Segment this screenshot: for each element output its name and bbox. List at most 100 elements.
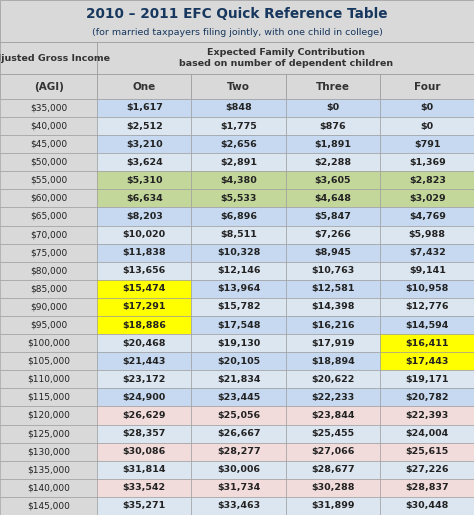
Bar (286, 388, 380, 406)
Text: $2,891: $2,891 (220, 158, 257, 167)
Bar (191, 280, 286, 298)
Bar (286, 280, 380, 298)
Bar (97, 479, 191, 497)
Text: $30,006: $30,006 (217, 465, 260, 474)
Bar (286, 262, 380, 280)
Text: $55,000: $55,000 (30, 176, 67, 185)
Text: $17,291: $17,291 (123, 302, 166, 312)
Bar (0, 74, 97, 99)
Text: $18,886: $18,886 (122, 320, 166, 330)
Text: $27,226: $27,226 (406, 465, 449, 474)
Bar (380, 352, 474, 370)
Text: $25,455: $25,455 (311, 429, 355, 438)
Text: $7,266: $7,266 (315, 230, 351, 239)
Bar (0, 42, 97, 74)
Text: 2010 – 2011 EFC Quick Reference Table: 2010 – 2011 EFC Quick Reference Table (86, 7, 388, 21)
Bar (97, 244, 191, 262)
Text: $28,357: $28,357 (123, 429, 166, 438)
Bar (380, 370, 474, 388)
Text: $12,776: $12,776 (406, 302, 449, 312)
Bar (380, 208, 474, 226)
Text: $10,763: $10,763 (311, 266, 355, 275)
Text: $8,945: $8,945 (315, 248, 351, 257)
Bar (286, 442, 380, 461)
Text: Adjusted Gross Income: Adjusted Gross Income (0, 54, 110, 63)
Bar (286, 424, 380, 442)
Bar (380, 280, 474, 298)
Text: $19,130: $19,130 (217, 339, 260, 348)
Text: $2,288: $2,288 (314, 158, 352, 167)
Bar (0, 280, 97, 298)
Bar (380, 117, 474, 135)
Bar (191, 388, 286, 406)
Bar (0, 479, 97, 497)
Text: $16,411: $16,411 (406, 339, 449, 348)
Bar (380, 461, 474, 479)
Text: $4,769: $4,769 (409, 212, 446, 221)
Text: $8,511: $8,511 (220, 230, 257, 239)
Text: $14,398: $14,398 (311, 302, 355, 312)
Text: $70,000: $70,000 (30, 230, 67, 239)
Bar (286, 153, 380, 171)
Text: $5,847: $5,847 (315, 212, 351, 221)
Bar (380, 479, 474, 497)
Bar (97, 316, 191, 334)
Bar (380, 190, 474, 208)
Text: One: One (133, 81, 156, 92)
Bar (191, 117, 286, 135)
Bar (286, 316, 380, 334)
Text: $7,432: $7,432 (409, 248, 446, 257)
Text: $110,000: $110,000 (27, 375, 70, 384)
Text: $20,468: $20,468 (123, 339, 166, 348)
Text: $12,146: $12,146 (217, 266, 260, 275)
Text: Three: Three (316, 81, 350, 92)
Bar (97, 334, 191, 352)
Bar (286, 117, 380, 135)
Text: $23,172: $23,172 (123, 375, 166, 384)
Text: $2,512: $2,512 (126, 122, 163, 130)
Bar (380, 135, 474, 153)
Text: $125,000: $125,000 (27, 429, 70, 438)
Bar (380, 334, 474, 352)
Text: $90,000: $90,000 (30, 302, 67, 312)
Bar (0, 298, 97, 316)
Bar (0, 388, 97, 406)
Bar (191, 153, 286, 171)
Text: $30,086: $30,086 (123, 447, 166, 456)
Bar (97, 424, 191, 442)
Bar (0, 171, 97, 190)
Text: $15,474: $15,474 (123, 284, 166, 294)
Text: $60,000: $60,000 (30, 194, 67, 203)
Text: $26,629: $26,629 (123, 411, 166, 420)
Bar (97, 153, 191, 171)
Text: $15,782: $15,782 (217, 302, 260, 312)
Text: $22,393: $22,393 (406, 411, 449, 420)
Bar (191, 99, 286, 117)
Text: $95,000: $95,000 (30, 320, 67, 330)
Bar (97, 74, 191, 99)
Text: $65,000: $65,000 (30, 212, 67, 221)
Text: $10,328: $10,328 (217, 248, 260, 257)
Bar (286, 334, 380, 352)
Bar (191, 298, 286, 316)
Text: $2,823: $2,823 (409, 176, 446, 185)
Bar (286, 74, 380, 99)
Text: $791: $791 (414, 140, 440, 149)
Text: $135,000: $135,000 (27, 465, 70, 474)
Text: $18,894: $18,894 (311, 357, 355, 366)
Bar (0, 99, 97, 117)
Text: $12,581: $12,581 (311, 284, 355, 294)
Bar (0, 334, 97, 352)
Text: Two: Two (227, 81, 250, 92)
Text: $25,056: $25,056 (217, 411, 260, 420)
Text: $9,141: $9,141 (409, 266, 446, 275)
Bar (191, 352, 286, 370)
Bar (0, 262, 97, 280)
Bar (0, 208, 97, 226)
Text: $6,634: $6,634 (126, 194, 163, 203)
Bar (191, 370, 286, 388)
Bar (191, 190, 286, 208)
Text: $30,448: $30,448 (406, 502, 449, 510)
Text: $40,000: $40,000 (30, 122, 67, 130)
Bar (97, 280, 191, 298)
